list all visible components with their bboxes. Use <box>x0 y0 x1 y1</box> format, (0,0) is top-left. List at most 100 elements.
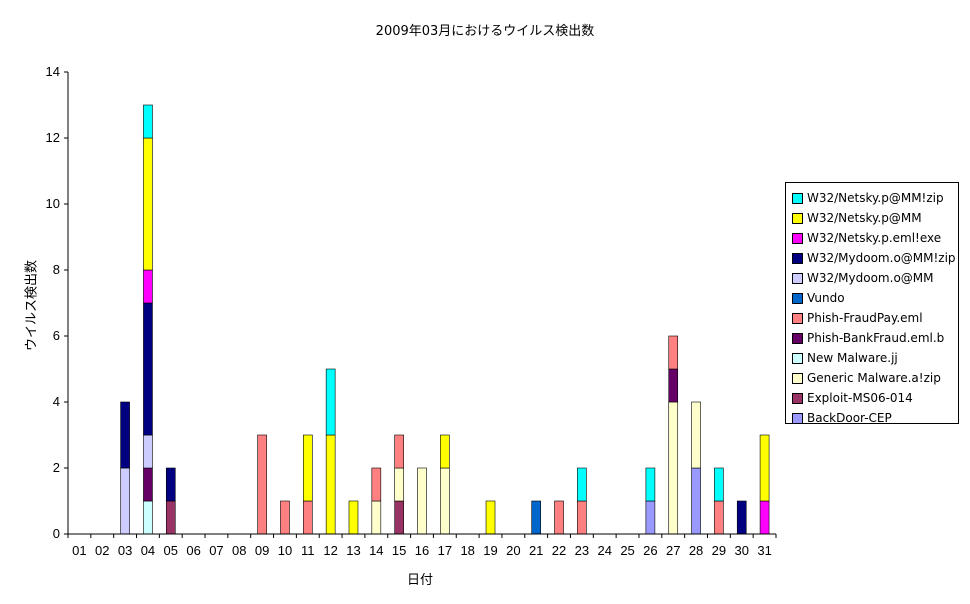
bar-segment-26-11 <box>645 467 656 502</box>
x-tick-label: 25 <box>620 543 634 558</box>
bar-segment-15-2 <box>394 467 404 502</box>
bar-segment-27-5 <box>668 335 679 370</box>
bar-segment-11-5 <box>303 500 313 535</box>
y-tick-label: 14 <box>46 64 60 79</box>
x-tick-label: 04 <box>141 543 155 558</box>
x-tick-label: 11 <box>301 543 315 558</box>
bar-segment-05-1 <box>165 500 176 535</box>
bar-segment-04-8 <box>143 302 153 436</box>
legend-item: Phish-FraudPay.eml <box>792 308 958 328</box>
x-tick-label: 29 <box>712 543 726 558</box>
bar-segment-14-5 <box>371 467 382 502</box>
y-tick-label: 2 <box>53 460 60 475</box>
legend-label: Phish-FraudPay.eml <box>807 311 923 325</box>
legend-item: BackDoor-CEP <box>792 408 958 428</box>
legend-swatch <box>792 372 803 384</box>
legend-label: New Malware.jj <box>807 351 898 365</box>
bar-segment-14-2 <box>371 500 382 535</box>
x-tick-label: 18 <box>460 543 474 558</box>
bar-segment-09-5 <box>257 434 267 535</box>
x-tick-label: 27 <box>666 543 680 558</box>
x-tick-label: 12 <box>323 543 337 558</box>
bar-segment-21-6 <box>531 500 541 535</box>
legend-swatch <box>792 252 803 264</box>
bar-segment-29-11 <box>714 467 724 502</box>
chart-title: 2009年03月におけるウイルス検出数 <box>375 24 595 39</box>
y-tick-label: 6 <box>53 328 60 343</box>
bar-segment-28-0 <box>691 467 701 535</box>
legend-item: W32/Netsky.p.eml!exe <box>792 228 958 248</box>
bar-segment-26-0 <box>645 500 656 535</box>
legend-item: Generic Malware.a!zip <box>792 368 958 388</box>
y-axis-label: ウイルス検出数 <box>24 260 40 352</box>
x-tick-label: 03 <box>118 543 132 558</box>
bar-segment-23-11 <box>577 467 587 502</box>
bar-segment-17-2 <box>440 467 450 535</box>
legend-swatch <box>792 352 803 364</box>
y-tick-label: 8 <box>53 262 60 277</box>
bar-segment-17-10 <box>440 434 450 469</box>
bar-segment-11-10 <box>303 434 313 502</box>
y-tick-label: 0 <box>53 526 60 541</box>
bar-segment-16-2 <box>417 467 427 535</box>
x-axis-label: 日付 <box>406 573 433 588</box>
x-tick-label: 30 <box>735 543 749 558</box>
x-tick-label: 26 <box>643 543 657 558</box>
x-tick-label: 22 <box>552 543 566 558</box>
legend-swatch <box>792 292 803 304</box>
x-tick-label: 05 <box>164 543 178 558</box>
x-tick-label: 10 <box>278 543 292 558</box>
x-tick-label: 31 <box>757 543 771 558</box>
x-tick-label: 09 <box>255 543 269 558</box>
x-tick-label: 20 <box>506 543 520 558</box>
x-tick-label: 08 <box>232 543 246 558</box>
bar-segment-12-11 <box>325 368 336 436</box>
bar-segment-10-5 <box>280 500 290 535</box>
x-tick-label: 07 <box>209 543 223 558</box>
x-tick-label: 19 <box>483 543 497 558</box>
bar-segment-15-5 <box>394 434 404 469</box>
bar-segment-04-10 <box>143 137 153 271</box>
legend-item: W32/Netsky.p@MM <box>792 208 958 228</box>
legend-item: W32/Netsky.p@MM!zip <box>792 188 958 208</box>
bar-segment-28-2 <box>691 401 701 469</box>
legend-label: Generic Malware.a!zip <box>807 371 941 385</box>
bar-segment-13-10 <box>348 500 359 535</box>
legend-label: Exploit-MS06-014 <box>807 391 913 405</box>
x-tick-label: 24 <box>597 543 611 558</box>
bar-segment-05-8 <box>165 467 176 502</box>
legend-label: W32/Mydoom.o@MM <box>807 271 934 285</box>
legend-swatch <box>792 192 803 204</box>
x-tick-label: 21 <box>529 543 543 558</box>
bar-segment-29-5 <box>714 500 724 535</box>
legend-label: Phish-BankFraud.eml.b <box>807 331 945 345</box>
legend-label: Vundo <box>807 291 845 305</box>
bar-segment-22-5 <box>554 500 564 535</box>
legend-label: W32/Mydoom.o@MM!zip <box>807 251 956 265</box>
x-tick-label: 02 <box>95 543 109 558</box>
legend-swatch <box>792 332 803 344</box>
legend-item: Phish-BankFraud.eml.b <box>792 328 958 348</box>
x-tick-label: 13 <box>346 543 360 558</box>
legend-swatch <box>792 232 803 244</box>
bar-segment-31-9 <box>759 500 770 535</box>
bar-segment-30-8 <box>736 500 747 535</box>
y-tick-label: 4 <box>53 394 60 409</box>
legend-swatch <box>792 412 803 424</box>
bar-segment-31-10 <box>759 434 770 502</box>
bar-segment-27-4 <box>668 368 679 403</box>
x-tick-label: 15 <box>392 543 406 558</box>
bar-segment-04-3 <box>143 500 153 535</box>
bar-segment-04-7 <box>143 434 153 469</box>
bar-segment-27-2 <box>668 401 679 535</box>
legend-item: W32/Mydoom.o@MM <box>792 268 958 288</box>
y-tick-label: 12 <box>46 130 60 145</box>
bar-segment-04-11 <box>143 104 153 139</box>
x-tick-label: 16 <box>415 543 429 558</box>
x-tick-label: 17 <box>438 543 452 558</box>
legend-item: Exploit-MS06-014 <box>792 388 958 408</box>
legend-swatch <box>792 212 803 224</box>
legend-item: New Malware.jj <box>792 348 958 368</box>
bar-segment-15-1 <box>394 500 404 535</box>
